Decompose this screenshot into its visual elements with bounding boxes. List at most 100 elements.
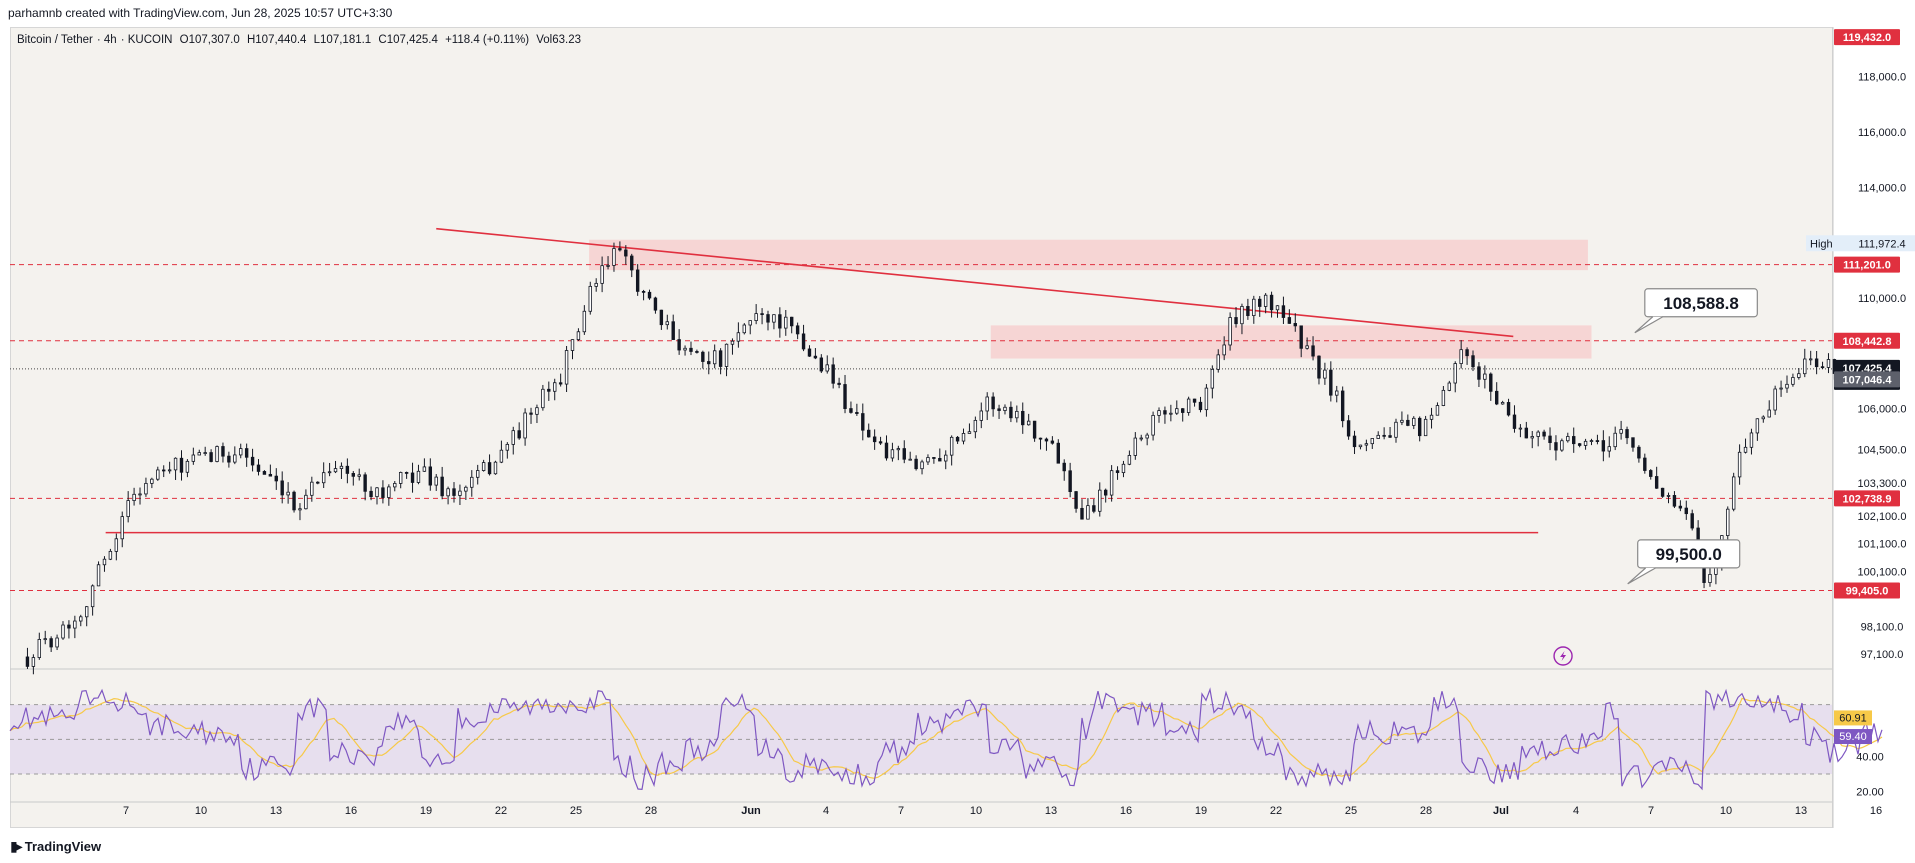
candle-body <box>944 454 948 462</box>
callout-box <box>1637 539 1741 569</box>
ohlc-high: H107,440.4 <box>246 34 307 46</box>
candle-body <box>144 482 148 495</box>
candle-body <box>1406 419 1410 426</box>
candle-body <box>849 408 853 413</box>
candle-body <box>1044 438 1049 442</box>
lightning-icon[interactable] <box>1553 646 1573 666</box>
candle-body <box>108 550 113 560</box>
ohlc-close: C107,425.4 <box>378 34 438 46</box>
supply-zone-2[interactable] <box>990 325 1592 359</box>
price-label: 111,201.0 <box>1843 260 1891 272</box>
resistance-trendline[interactable] <box>436 227 1514 338</box>
candle-body <box>558 382 563 385</box>
candle-body <box>1388 435 1392 438</box>
time-tick-label: 16 <box>1870 805 1882 817</box>
candle-body <box>84 606 89 618</box>
candle-body <box>179 457 184 473</box>
candle-body <box>156 469 160 480</box>
candle-body <box>1181 408 1185 413</box>
candle-body <box>1429 414 1434 420</box>
candle-body <box>1506 402 1511 416</box>
candle-body <box>1518 427 1523 430</box>
candle-body <box>256 464 261 472</box>
candle-body <box>1151 414 1155 436</box>
price-tick-label: 103,300.0 <box>1858 478 1907 490</box>
candle-body <box>476 470 480 478</box>
candle-body <box>1743 446 1748 453</box>
time-tick-label: 13 <box>1795 805 1807 817</box>
candle-body <box>316 481 320 484</box>
candle-body <box>955 436 960 442</box>
candle-body <box>304 494 308 510</box>
symbol-name[interactable]: Bitcoin / Tether <box>17 34 93 46</box>
candle-body <box>659 309 664 326</box>
candle-body <box>428 466 433 486</box>
candle-body <box>795 325 800 335</box>
candle-body <box>1755 418 1760 434</box>
time-tick-label: Jun <box>741 805 761 817</box>
candle-body <box>926 457 930 463</box>
candle-body <box>1660 487 1665 497</box>
candle-body <box>434 476 438 486</box>
candle-body <box>1133 437 1138 456</box>
candle-body <box>1139 437 1143 440</box>
candle-body <box>1281 305 1286 318</box>
candle-body <box>351 473 355 477</box>
candle-body <box>1258 298 1262 307</box>
candle-body <box>1577 443 1582 446</box>
candle-body <box>1595 440 1600 442</box>
candle-body <box>244 448 249 458</box>
candle-body <box>1032 420 1037 439</box>
symbol-interval[interactable]: 4h <box>103 34 117 46</box>
candle-body <box>209 452 213 462</box>
candle-body <box>630 255 634 271</box>
candle-body <box>1601 440 1606 452</box>
candle-body <box>1589 440 1594 442</box>
candle-body <box>1299 325 1303 349</box>
candle-body <box>855 412 859 414</box>
time-tick-label: Jul <box>1493 805 1509 817</box>
candle-body <box>1323 369 1327 379</box>
callout-text: 108,588.8 <box>1663 294 1739 313</box>
candle-body <box>1417 417 1422 437</box>
candle-body <box>718 350 723 367</box>
supply-zone-1[interactable] <box>589 239 1588 271</box>
rsi-value: 59.40 <box>1839 731 1867 743</box>
price-callout-2[interactable]: 99,500.0 <box>1627 539 1741 585</box>
candle-body <box>1050 440 1055 444</box>
candle-body <box>286 491 290 496</box>
candle-body <box>1773 388 1777 411</box>
candle-body <box>369 490 373 498</box>
candle-body <box>517 430 521 439</box>
candle-body <box>387 486 391 498</box>
candle-body <box>345 465 350 474</box>
time-tick-label: 28 <box>1420 805 1432 817</box>
candle-body <box>641 290 646 293</box>
candle-body <box>991 396 995 410</box>
price-tick-label: 104,500.0 <box>1858 445 1907 457</box>
price-callout-1[interactable]: 108,588.8 <box>1634 288 1758 334</box>
candle-body <box>458 490 462 496</box>
candle-body <box>470 476 474 488</box>
candle-body <box>67 624 71 629</box>
candle-body <box>1329 369 1333 396</box>
time-tick-label: 7 <box>898 805 904 817</box>
candle-body <box>1726 508 1730 536</box>
candle-body <box>1791 377 1795 385</box>
time-tick-label: 19 <box>1195 805 1207 817</box>
candle-body <box>398 472 403 484</box>
candle-body <box>564 350 569 385</box>
candle-body <box>1062 462 1066 472</box>
candle-body <box>760 313 764 316</box>
candle-body <box>523 412 527 439</box>
candle-body <box>600 265 604 284</box>
candle-body <box>1169 412 1173 415</box>
candle-body <box>1731 476 1736 510</box>
symbol-info: Bitcoin / Tether · 4h · KUCOIN O107,307.0 … <box>17 34 582 46</box>
candle-body <box>1092 505 1096 512</box>
candle-body <box>712 350 717 365</box>
candle-body <box>1186 398 1191 413</box>
candle-body <box>310 481 314 496</box>
tradingview-logo[interactable]: ▮▸ TradingView <box>10 838 101 855</box>
